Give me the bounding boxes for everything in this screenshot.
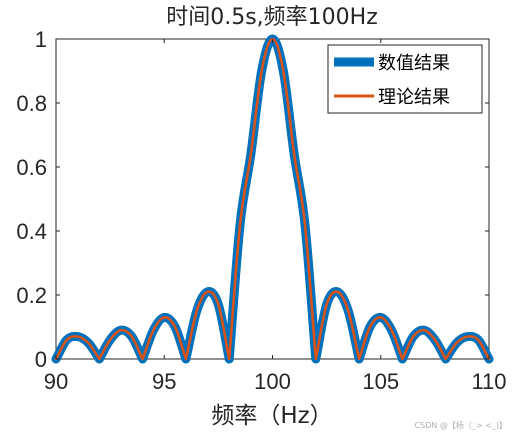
legend-box [327,44,483,114]
x-axis: 90 95 100 105 110 [44,39,507,394]
legend: 数值结果 理论结果 [327,44,483,114]
y-tick-label: 0.2 [16,283,47,308]
x-tick-label: 95 [152,369,176,394]
legend-label-numeric: 数值结果 [378,53,450,74]
x-tick-label: 100 [254,369,291,394]
y-tick-label: 0.6 [16,155,47,180]
x-tick-label: 105 [362,369,399,394]
y-tick-label: 0.8 [16,91,47,116]
x-axis-label: 频率（Hz） [211,403,332,429]
x-tick-label: 110 [471,369,506,394]
watermark-text: CSDN @【杨（_> <_)】 [415,420,507,430]
x-tick-label: 90 [44,369,68,394]
y-axis: 0 0.2 0.4 0.6 0.8 1 [16,27,489,372]
legend-label-theory: 理论结果 [378,87,450,108]
y-tick-label: 0.4 [16,219,47,244]
y-tick-label: 0 [35,347,47,372]
y-tick-label: 1 [35,27,47,52]
chart-title: 时间0.5s,频率100Hz [166,5,378,30]
